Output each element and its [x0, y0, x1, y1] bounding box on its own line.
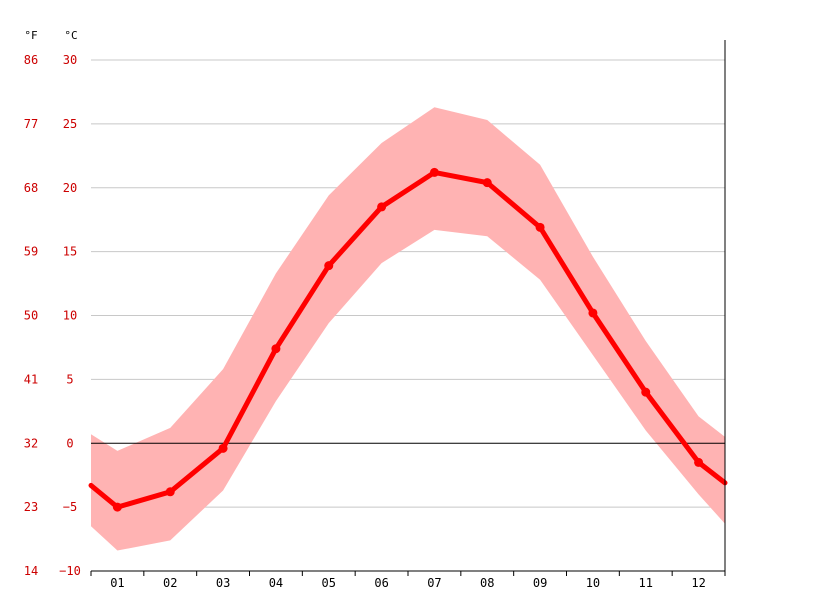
x-tick-label: 01: [110, 576, 124, 590]
y-tick-label-fahrenheit: 32: [24, 436, 38, 450]
y-tick-label-celsius: 0: [66, 436, 73, 450]
y-tick-label-fahrenheit: 23: [24, 500, 38, 514]
y-tick-label-fahrenheit: 14: [24, 564, 38, 578]
y-tick-label-celsius: 25: [63, 117, 77, 131]
y-tick-label-fahrenheit: 59: [24, 245, 38, 259]
y-tick-label-celsius: −10: [59, 564, 81, 578]
temperature-points: [112, 167, 704, 512]
x-tick-label: 09: [533, 576, 547, 590]
data-point: [377, 202, 387, 212]
data-point: [165, 487, 175, 497]
data-point: [324, 261, 334, 271]
x-tick-label: 06: [374, 576, 388, 590]
y-tick-label-celsius: 15: [63, 245, 77, 259]
x-tick-label: 10: [586, 576, 600, 590]
data-point: [694, 457, 704, 467]
data-point: [535, 222, 545, 232]
y-tick-label-fahrenheit: 41: [24, 372, 38, 386]
data-point: [588, 308, 598, 318]
fahrenheit-unit-label: °F: [24, 29, 37, 42]
y-tick-label-celsius: 30: [63, 53, 77, 67]
y-tick-label-fahrenheit: 50: [24, 309, 38, 323]
data-point: [482, 178, 492, 188]
x-tick-label: 02: [163, 576, 177, 590]
data-point: [641, 387, 651, 397]
celsius-unit-label: °C: [64, 29, 77, 42]
data-point: [218, 443, 228, 453]
x-tick-label: 08: [480, 576, 494, 590]
y-tick-labels: 86 30 77 25 68 20 59 15 50 10 41 5 32 0 23 −5 14 −10: [24, 53, 81, 578]
y-tick-label-celsius: 10: [63, 309, 77, 323]
data-point: [429, 167, 439, 177]
y-tick-label-fahrenheit: 86: [24, 53, 38, 67]
x-tick-label: 11: [639, 576, 653, 590]
y-tick-label-celsius: 5: [66, 372, 73, 386]
data-point: [271, 344, 281, 354]
y-tick-label-fahrenheit: 68: [24, 181, 38, 195]
temperature-range-band: [91, 107, 725, 551]
y-tick-label-celsius: 20: [63, 181, 77, 195]
data-point: [112, 502, 122, 512]
temperature-series-line: [88, 169, 728, 510]
x-tick-label: 05: [322, 576, 336, 590]
x-tick-label: 07: [427, 576, 441, 590]
y-tick-label-fahrenheit: 77: [24, 117, 38, 131]
y-tick-label-celsius: −5: [63, 500, 77, 514]
x-tick-label: 03: [216, 576, 230, 590]
x-tick-label: 04: [269, 576, 283, 590]
x-tick-label: 12: [691, 576, 705, 590]
x-ticks: 01 02 03 04 05 06 07 08 09 10 11 12: [90, 571, 726, 590]
